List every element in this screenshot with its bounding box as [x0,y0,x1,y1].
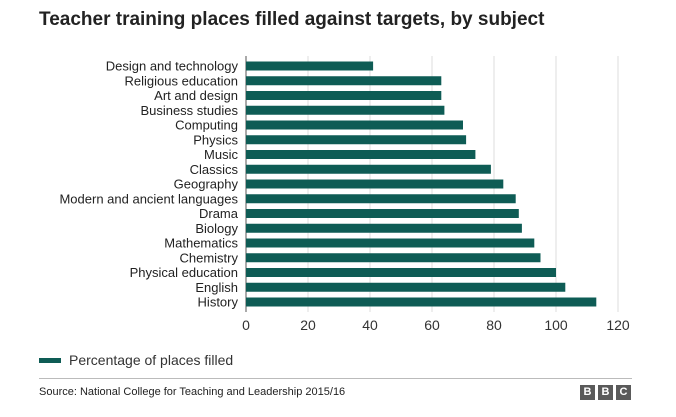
category-label: Physical education [130,265,238,280]
bar [246,150,476,159]
bar [246,105,445,115]
bar [246,135,467,145]
bbc-logo-letter: C [616,385,631,400]
bar [246,268,556,277]
x-tick-label: 120 [606,317,630,333]
category-label: Chemistry [179,250,238,265]
category-label: Music [204,147,238,162]
category-label: Computing [175,118,238,133]
legend: Percentage of places filled [39,352,233,368]
category-label: Business studies [140,103,238,118]
bar [246,194,516,204]
x-tick-label: 100 [544,317,568,333]
category-label: English [195,280,238,295]
source-note: Source: National College for Teaching an… [39,386,346,398]
bar [246,164,491,174]
bar [246,238,535,248]
bar [246,209,519,218]
bar-chart: 0 20 40 60 80 100 120 Design and technologyReli… [59,56,630,333]
legend-label: Percentage of places filled [69,352,234,368]
bar [246,282,566,292]
x-tick-label: 60 [424,317,440,333]
category-label: Religious education [125,73,238,88]
bbc-logo-letter: B [598,385,613,400]
bar [246,253,541,263]
footer-divider [39,378,632,379]
category-label: Biology [195,221,238,236]
category-label: Art and design [154,88,238,103]
bar [246,297,597,307]
legend-swatch [39,357,61,363]
bar [246,179,504,189]
chart-title: Teacher training places filled against t… [39,9,545,30]
bar [246,91,442,100]
bar [246,223,522,233]
category-label: Mathematics [164,236,238,251]
category-label: Classics [190,162,239,177]
x-tick-label: 20 [300,317,316,333]
category-label: Physics [193,132,238,147]
x-tick-label: 40 [362,317,378,333]
bar [246,120,463,130]
x-tick-label: 80 [486,317,502,333]
x-tick-label: 0 [242,317,250,333]
bar [246,61,374,71]
category-label: Geography [174,177,239,192]
category-label: Drama [199,206,239,221]
bar [246,76,442,86]
bbc-logo-letter: B [580,385,595,400]
bbc-logo: B B C [580,385,631,400]
category-label: History [198,295,239,310]
category-label: Modern and ancient languages [59,191,238,206]
category-label: Design and technology [106,59,239,74]
